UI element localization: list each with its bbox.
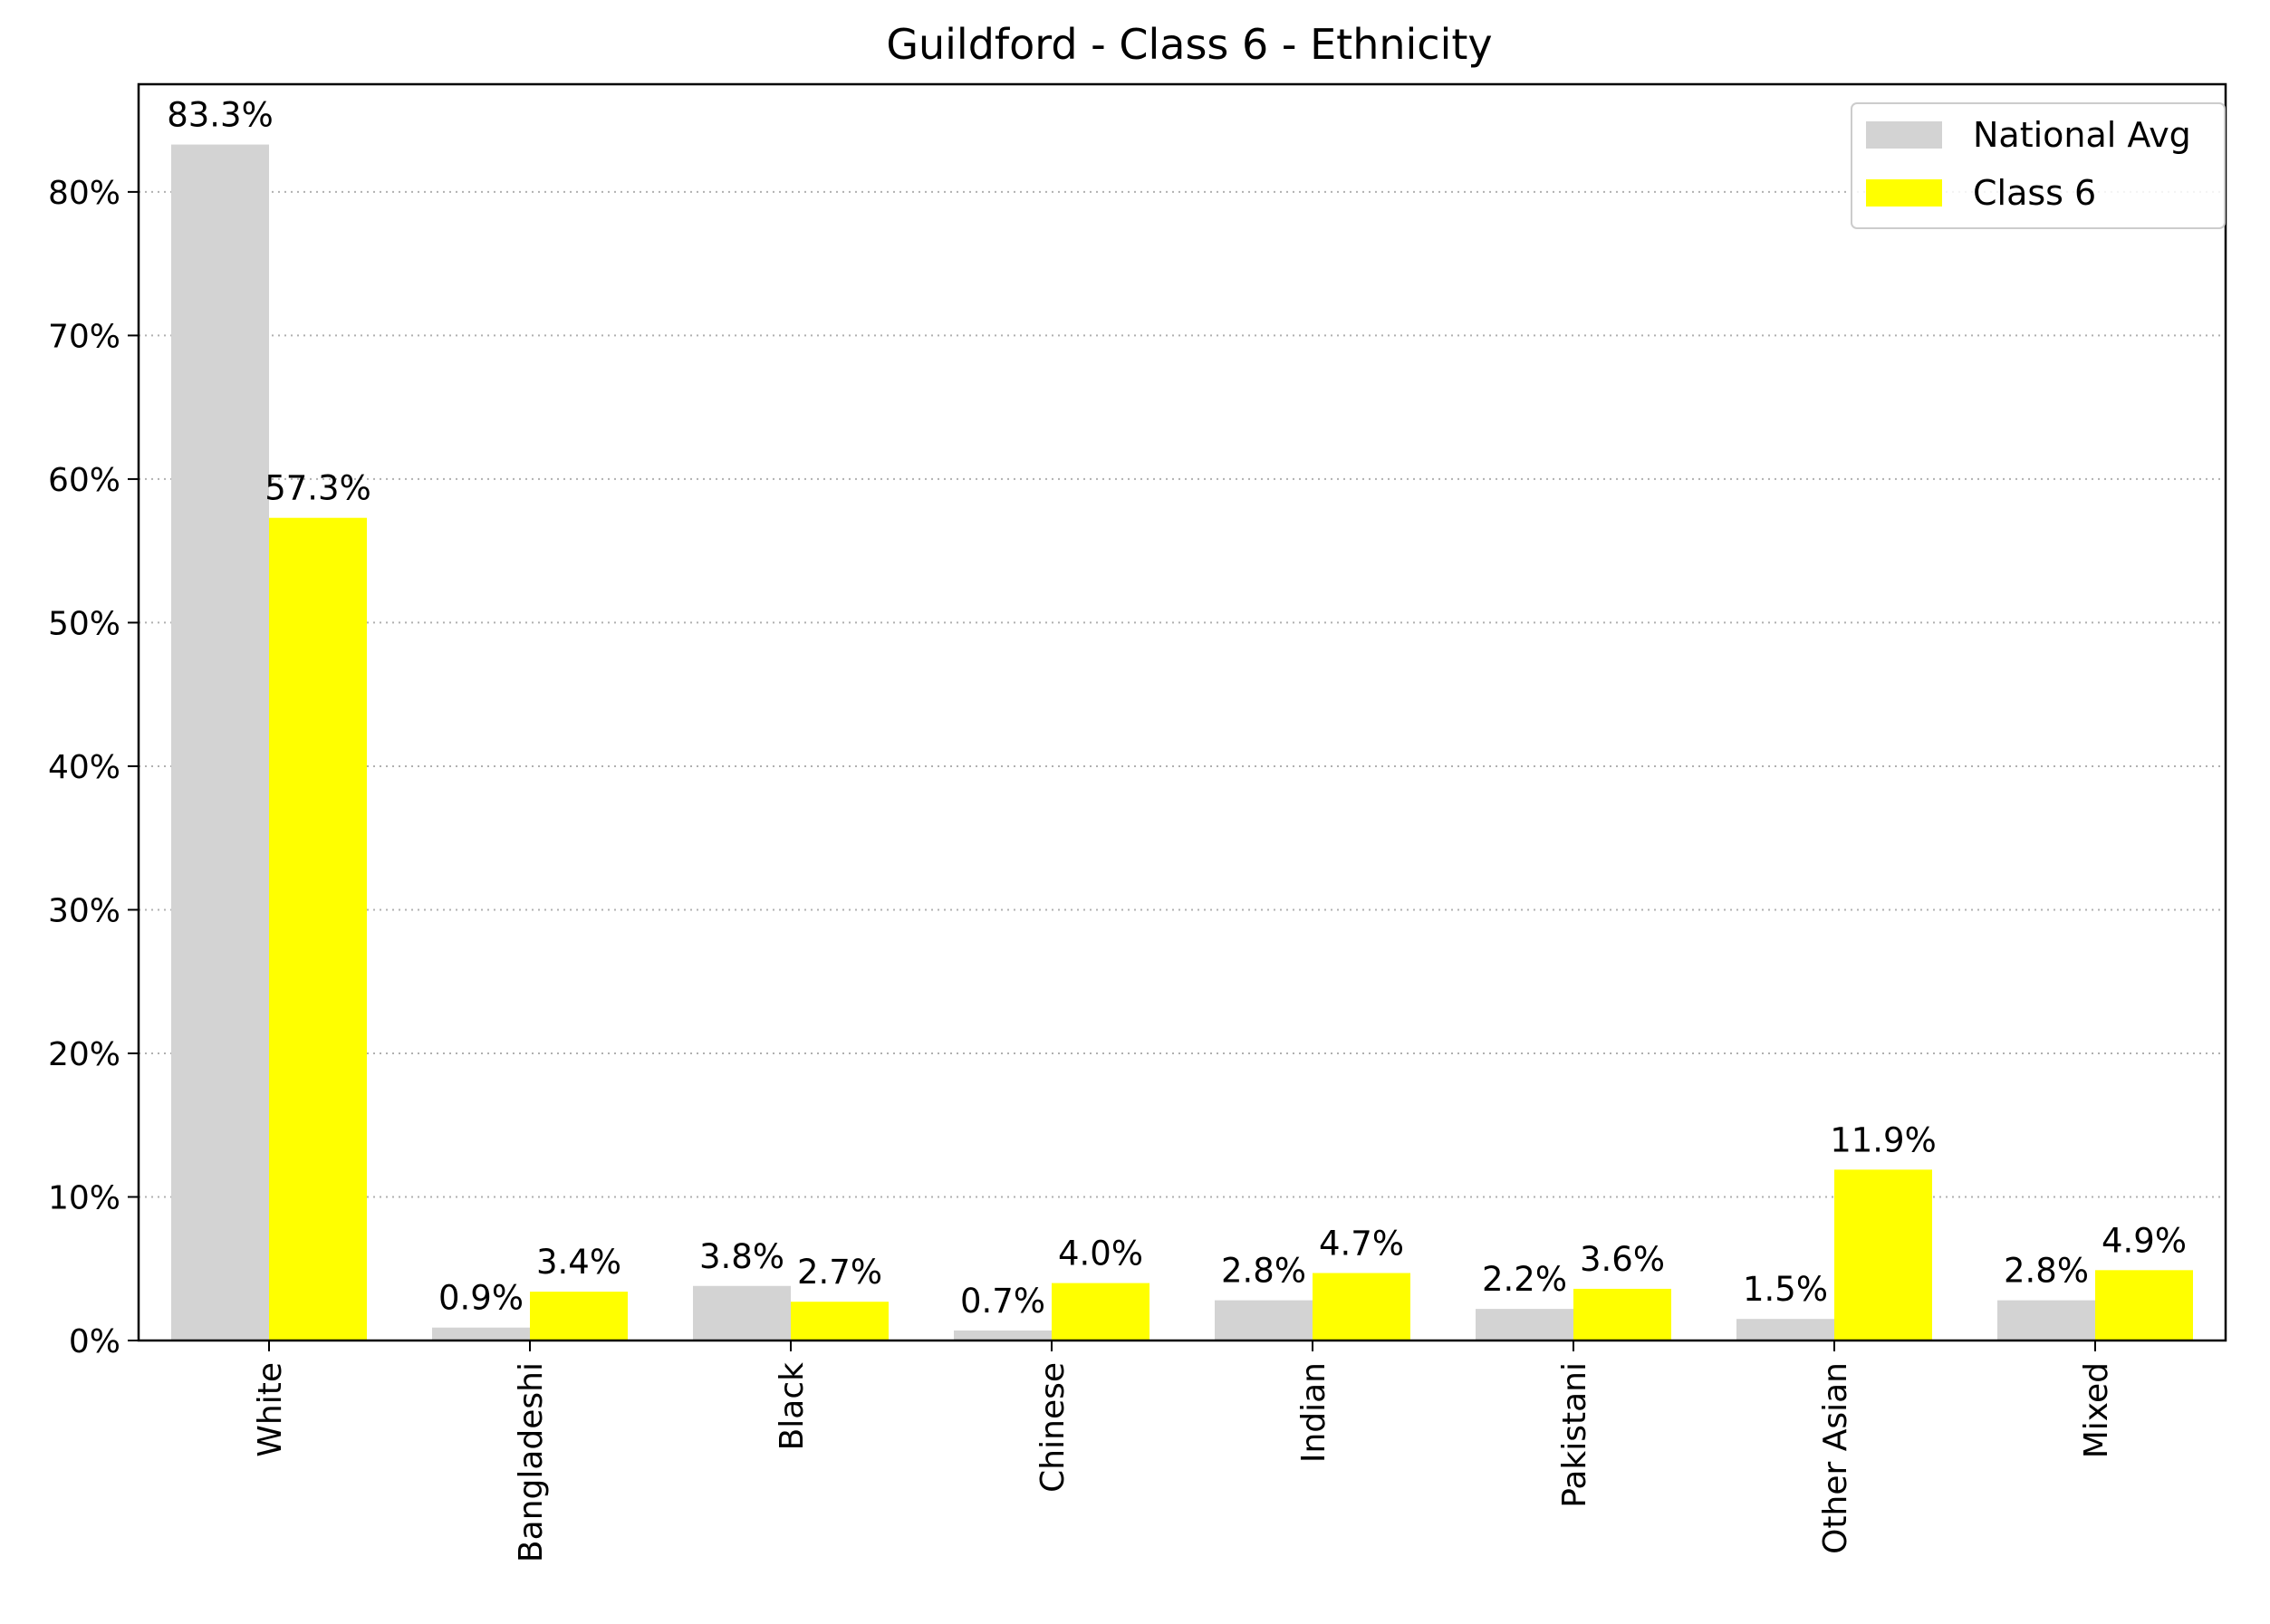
bar-national-avg-mixed: [1997, 1300, 2095, 1341]
x-tick-label: Black: [774, 1362, 811, 1451]
data-label: 3.4%: [536, 1243, 621, 1282]
data-labels: 83.3% 57.3% 0.9% 3.4% 3.8% 2.7% 0.7% 4.0% 2.8% 4.…: [167, 96, 2187, 1321]
y-tick-label: 80%: [48, 175, 120, 212]
bars: [171, 144, 2193, 1341]
y-tick-label: 0%: [69, 1323, 120, 1360]
bar-class-6-white: [269, 517, 367, 1341]
data-label: 0.7%: [960, 1282, 1045, 1321]
y-tick-label: 70%: [48, 318, 120, 355]
bar-class-6-other-asian: [1834, 1169, 1932, 1341]
bar-class-6-indian: [1313, 1273, 1410, 1341]
legend-swatch-1: [1866, 179, 1942, 207]
bar-class-6-black: [791, 1302, 889, 1341]
bar-class-6-chinese: [1052, 1283, 1149, 1341]
chart-title: Guildford - Class 6 - Ethnicity: [886, 20, 1492, 69]
data-label: 83.3%: [167, 96, 274, 135]
bar-class-6-bangladeshi: [530, 1292, 628, 1341]
data-label: 3.6%: [1580, 1240, 1665, 1279]
x-tick-label: White: [252, 1362, 289, 1457]
data-label: 1.5%: [1743, 1270, 1828, 1309]
x-tick-label: Indian: [1295, 1362, 1332, 1463]
bar-national-avg-other-asian: [1736, 1319, 1834, 1341]
bar-national-avg-bangladeshi: [432, 1327, 530, 1341]
data-label: 57.3%: [265, 469, 371, 508]
legend-label: Class 6: [1973, 173, 2096, 213]
bar-national-avg-indian: [1215, 1300, 1313, 1341]
data-label: 4.0%: [1058, 1235, 1143, 1273]
x-tick-label: Bangladeshi: [513, 1362, 550, 1562]
x-tick-label: Other Asian: [1817, 1362, 1854, 1554]
data-label: 2.7%: [797, 1253, 882, 1292]
y-tick-label: 20%: [48, 1036, 120, 1073]
y-tick-label: 10%: [48, 1179, 120, 1216]
data-label: 4.7%: [1319, 1224, 1404, 1263]
legend-label: National Avg: [1973, 115, 2191, 155]
data-label: 4.9%: [2102, 1221, 2187, 1260]
data-label: 11.9%: [1830, 1120, 1937, 1159]
data-label: 2.2%: [1482, 1260, 1567, 1299]
bar-national-avg-black: [693, 1285, 791, 1341]
x-tick-label: Chinese: [1034, 1362, 1072, 1493]
y-axis: 0% 10% 20% 30% 40% 50% 60% 70% 80%: [48, 175, 139, 1360]
data-label: 2.8%: [2004, 1252, 2089, 1291]
y-tick-label: 40%: [48, 749, 120, 786]
legend: National Avg Class 6: [1851, 102, 2226, 229]
plot-frame: [137, 82, 2227, 1342]
data-label: 0.9%: [438, 1279, 524, 1318]
x-tick-label: Mixed: [2078, 1362, 2115, 1458]
bar-national-avg-white: [171, 144, 269, 1341]
x-tick-label: Pakistani: [1556, 1362, 1593, 1508]
bar-national-avg-pakistani: [1476, 1309, 1573, 1341]
data-label: 2.8%: [1221, 1252, 1306, 1291]
y-tick-label: 30%: [48, 892, 120, 929]
bar-national-avg-chinese: [954, 1330, 1052, 1341]
data-label: 3.8%: [699, 1237, 784, 1276]
x-axis: White Bangladeshi Black Chinese Indian Pakist…: [252, 1341, 2115, 1562]
y-tick-label: 60%: [48, 462, 120, 499]
y-tick-label: 50%: [48, 605, 120, 642]
legend-swatch-0: [1866, 121, 1942, 149]
legend-box: [1851, 102, 2226, 229]
bar-class-6-pakistani: [1573, 1288, 1671, 1341]
bar-class-6-mixed: [2095, 1270, 2193, 1341]
